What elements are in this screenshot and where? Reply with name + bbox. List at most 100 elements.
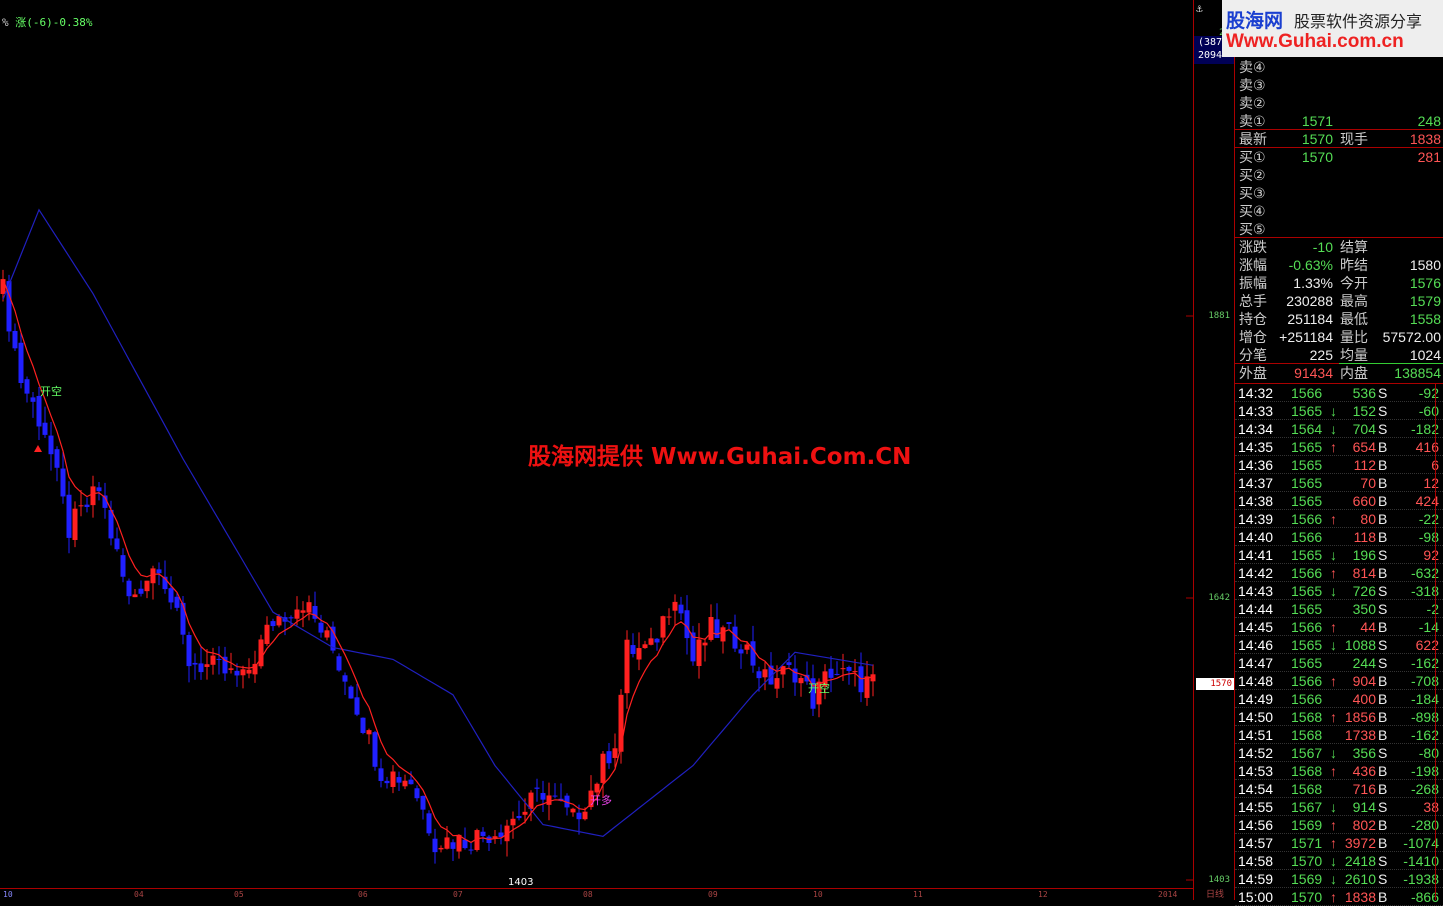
tick-volume: 654 <box>1352 439 1376 455</box>
candle-body <box>60 468 66 497</box>
candle-body <box>840 668 846 670</box>
tick-row: 14:52 1567 ↓ 356 S -80 <box>1235 744 1443 762</box>
tick-time: 14:52 <box>1238 745 1274 761</box>
candle-body <box>30 397 36 402</box>
candle-body <box>660 616 666 638</box>
candle-body <box>198 663 204 673</box>
candle-body <box>852 671 858 673</box>
candle-body <box>534 787 540 789</box>
candle-body <box>816 681 822 705</box>
candle-body <box>732 626 738 649</box>
anchor-icon[interactable]: ⚓ <box>1196 2 1203 15</box>
tick-side: S <box>1378 583 1388 599</box>
stat-label: 总手 <box>1239 293 1267 309</box>
candle-body <box>450 842 456 849</box>
tick-row: 14:33 1565 ↓ 152 S -60 <box>1235 402 1443 420</box>
stat-label: 分笔 <box>1239 347 1267 363</box>
candle-body <box>126 580 132 597</box>
bid-row: 买④ <box>1235 202 1443 220</box>
scrollbar[interactable] <box>1435 384 1443 900</box>
candle-body <box>522 811 528 815</box>
candle-body <box>336 656 342 671</box>
arrow-down-icon: ↓ <box>1330 799 1337 815</box>
last-vol-label: 现手 <box>1340 131 1368 147</box>
tick-time: 14:51 <box>1238 727 1274 743</box>
tick-volume: 400 <box>1352 691 1376 707</box>
arrow-down-icon: ↓ <box>1330 853 1337 869</box>
tick-oi-change: -80 <box>1418 745 1439 761</box>
divider <box>1339 363 1443 364</box>
tick-row: 14:55 1567 ↓ 914 S 38 <box>1235 798 1443 816</box>
candle-body <box>654 638 660 643</box>
candle-body <box>96 487 102 492</box>
candle-body <box>324 630 330 638</box>
candle-body <box>408 779 414 785</box>
candle-body <box>342 675 348 682</box>
axis-info-1: (387 <box>1198 37 1223 48</box>
candle-body <box>36 395 42 427</box>
tick-side: B <box>1378 889 1388 905</box>
candle-body <box>828 668 834 678</box>
ask-row: 卖② <box>1235 94 1443 112</box>
candle-body <box>120 555 126 577</box>
tick-price: 1568 <box>1291 727 1323 743</box>
candle-body <box>348 686 354 699</box>
long-ma-line <box>2 208 874 838</box>
candle-body <box>576 812 582 820</box>
tick-price: 1566 <box>1291 691 1323 707</box>
candle-body <box>780 666 786 675</box>
tick-time: 14:40 <box>1238 529 1274 545</box>
candle-body <box>564 795 570 808</box>
candle-body <box>72 508 78 540</box>
tick-side: B <box>1378 475 1388 491</box>
x-tick: 2014 <box>1158 890 1178 899</box>
last-label: 最新 <box>1239 131 1267 147</box>
arrow-up-icon: ↑ <box>1330 709 1337 725</box>
tick-volume: 536 <box>1352 385 1376 401</box>
x-tick: 04 <box>134 890 144 899</box>
tick-volume: 716 <box>1352 781 1376 797</box>
tick-oi-change: 622 <box>1415 637 1439 653</box>
axis-info-2: 2094 <box>1198 50 1223 61</box>
tick-row: 14:47 1565 244 S -162 <box>1235 654 1443 672</box>
x-tick: 07 <box>453 890 463 899</box>
tick-oi-change: -98 <box>1418 529 1439 545</box>
tick-oi-change: -268 <box>1410 781 1439 797</box>
y-tick: 1642 <box>1208 593 1230 603</box>
tick-price: 1566 <box>1291 565 1323 581</box>
y-tick: 1403 <box>1208 875 1230 885</box>
stat-label: 最低 <box>1340 311 1368 327</box>
candle-body <box>240 669 246 676</box>
tick-time: 14:48 <box>1238 673 1274 689</box>
candle-body <box>276 616 282 626</box>
candle-body <box>144 580 150 592</box>
candle-body <box>582 811 588 820</box>
tick-volume: 1738 <box>1344 727 1376 743</box>
tick-price: 1566 <box>1291 673 1323 689</box>
center-watermark: 股海网提供 Www.Guhai.Com.CN <box>528 444 912 470</box>
candle-body <box>612 748 618 758</box>
candle-body <box>432 838 438 853</box>
candle-body <box>192 662 198 665</box>
signal-open-long: 开多 <box>590 794 612 807</box>
arrow-up-icon: ↑ <box>1330 511 1337 527</box>
candle-body <box>330 626 336 651</box>
tick-volume: 2610 <box>1344 871 1376 887</box>
candle-body <box>216 658 222 660</box>
candle-body <box>204 664 210 667</box>
tick-row: 14:48 1566 ↑ 904 B -708 <box>1235 672 1443 690</box>
tick-time: 14:43 <box>1238 583 1274 599</box>
stat-value: -0.63% <box>1288 257 1333 273</box>
ask-row: 卖① 1571 248 <box>1235 112 1443 130</box>
arrow-up-icon: ↑ <box>1330 835 1337 851</box>
period-label[interactable]: 日线 <box>1206 890 1225 900</box>
candle-body <box>270 621 276 627</box>
last-price: 1570 <box>1301 131 1333 147</box>
tick-volume: 244 <box>1352 655 1376 671</box>
kline-chart[interactable] <box>0 0 1196 890</box>
candle-body <box>672 601 678 611</box>
candle-body <box>750 641 756 666</box>
candle-body <box>252 663 258 675</box>
arrow-down-icon: ↓ <box>1330 871 1337 887</box>
